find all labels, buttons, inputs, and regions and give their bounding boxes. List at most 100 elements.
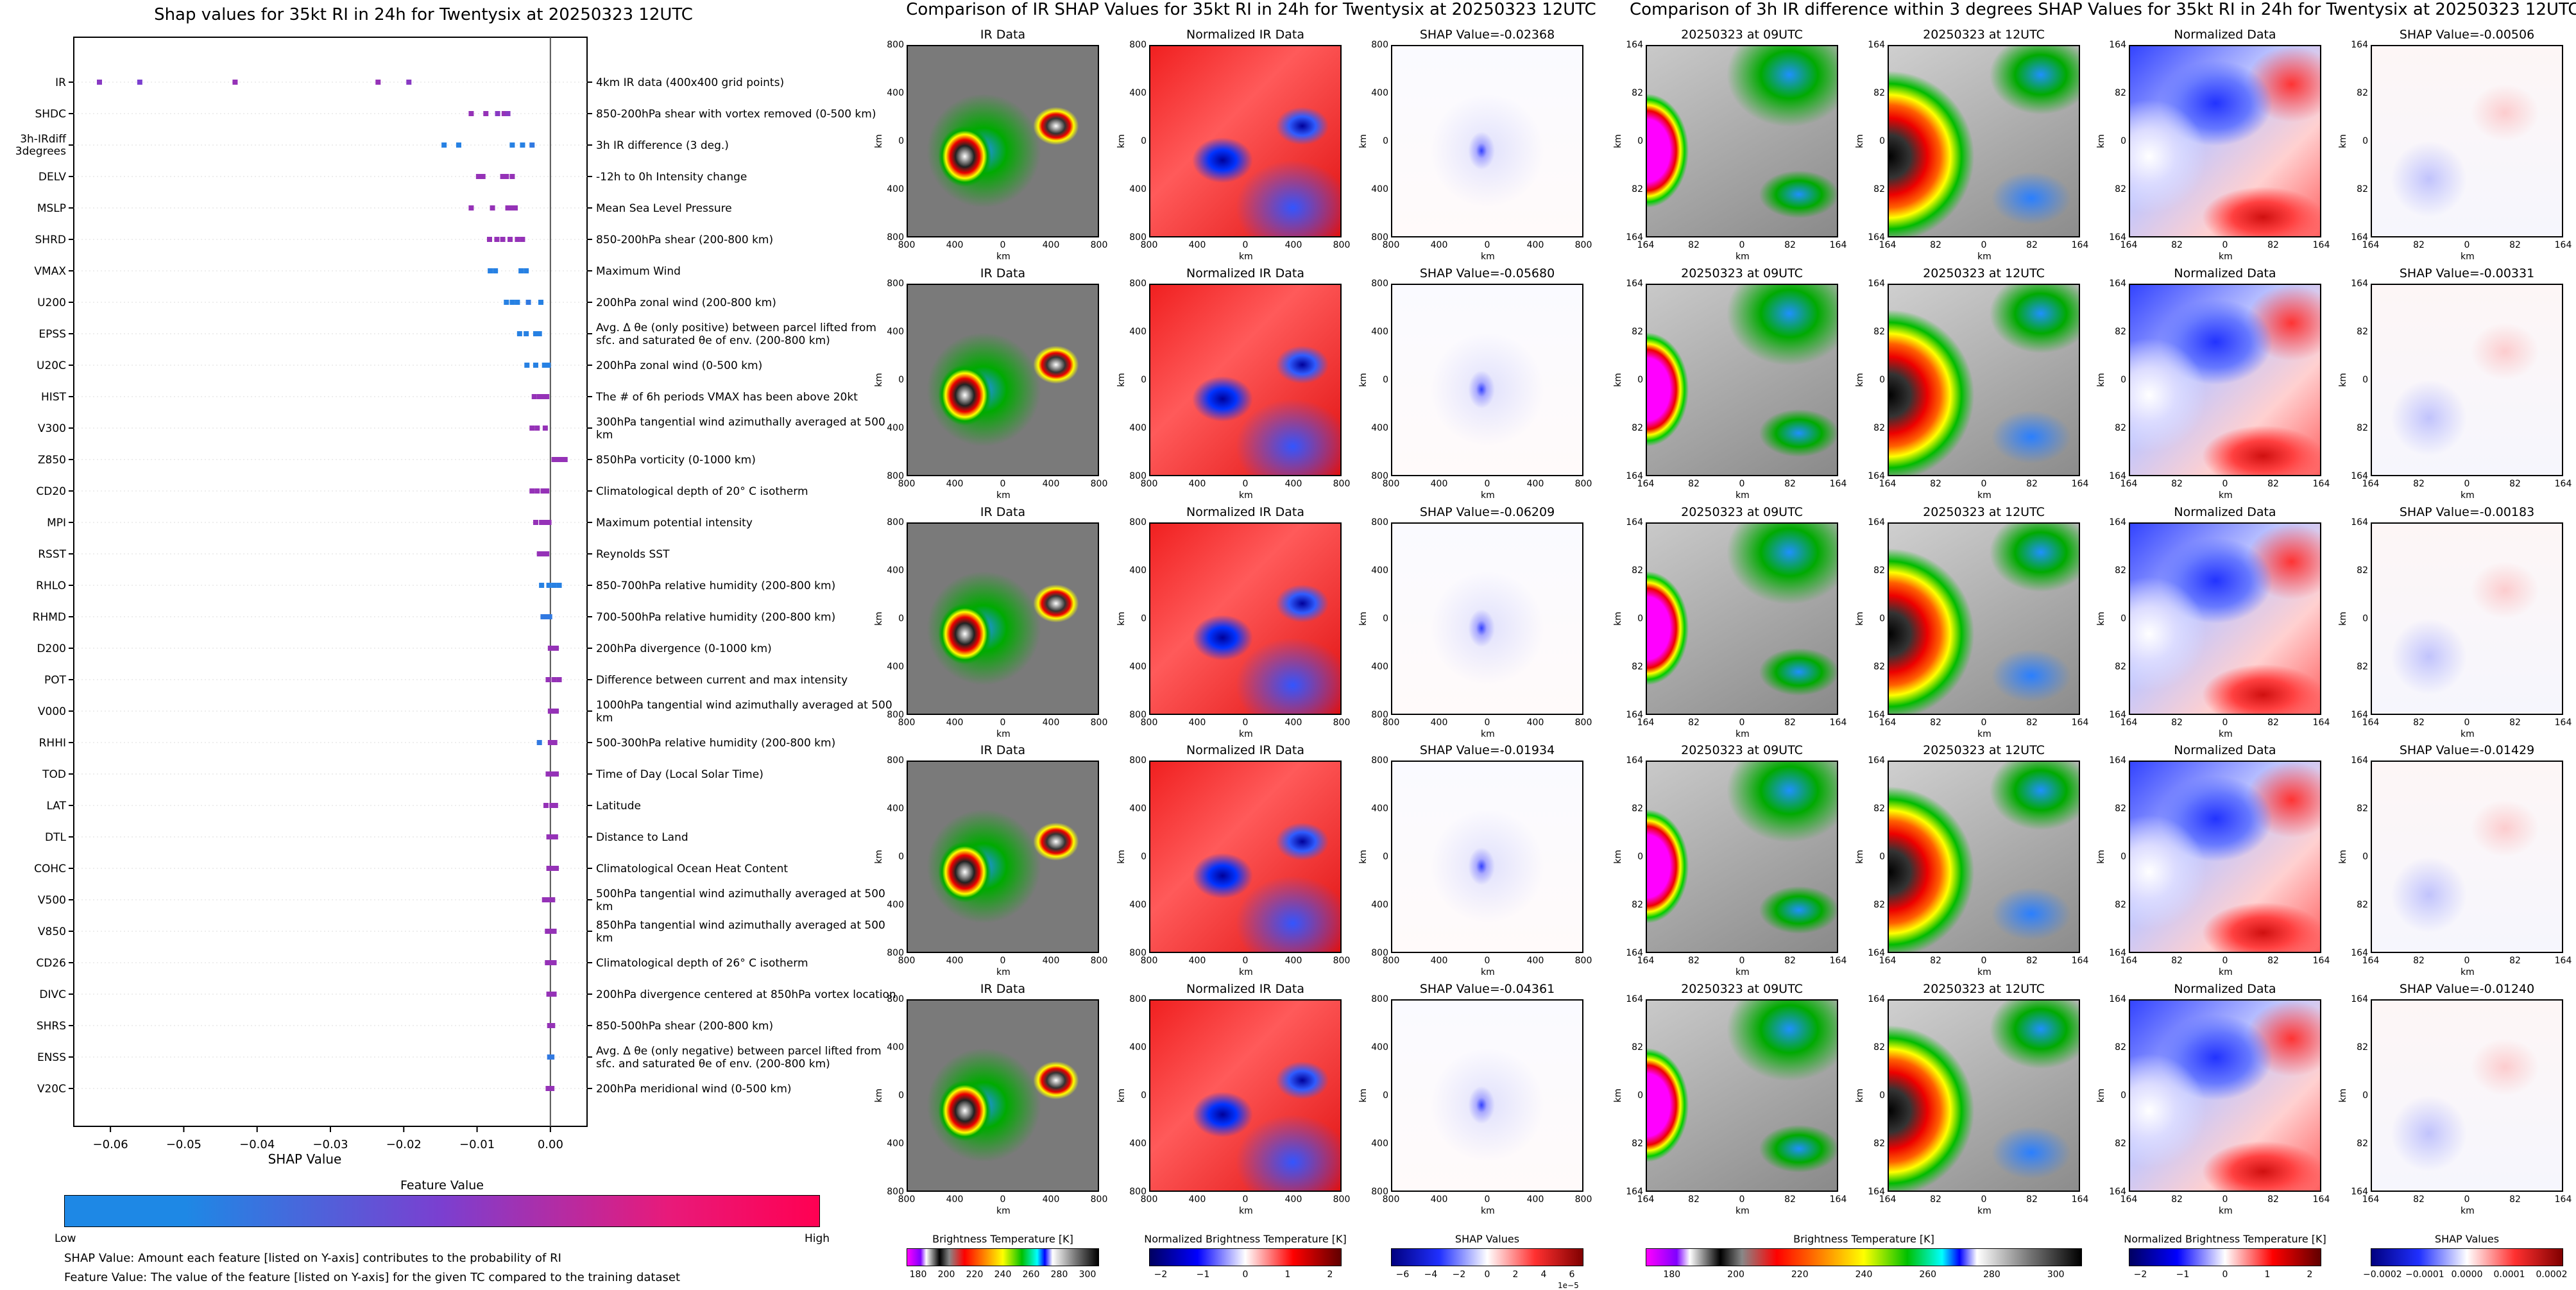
ir-shap-colorbar	[1391, 1248, 1583, 1266]
y-axis-label: km	[2337, 373, 2348, 387]
shap-point	[556, 677, 562, 682]
y-tick-label: 82	[1873, 88, 1885, 98]
x-tick-label: 0	[2464, 479, 2470, 489]
colorbar-tick-label: −2	[2133, 1269, 2147, 1280]
panel-title: 20250323 at 09UTC	[1681, 743, 1803, 757]
x-tick-label: 800	[898, 1194, 916, 1205]
shap-point	[550, 897, 556, 902]
feature-description-label: 850-200hPa shear with vortex removed (0-…	[596, 108, 876, 121]
x-tick-label: 0	[2464, 240, 2470, 250]
feature-code-label: RHLO	[36, 580, 66, 592]
x-tick-label: 164	[2312, 1194, 2330, 1205]
y-tick-label: 82	[2115, 804, 2126, 814]
x-tick-label: 400	[1042, 479, 1060, 489]
panel-image-dn	[2129, 761, 2321, 953]
y-tick-label: 164	[2351, 471, 2368, 481]
y-axis-label: km	[1116, 134, 1127, 148]
feature-description-label: 850hPa vorticity (0-1000 km)	[596, 454, 756, 467]
y-tick-label: 400	[887, 423, 904, 433]
ir-normalized-colorbar-label: Normalized Brightness Temperature [K]	[1144, 1233, 1347, 1245]
panel-title: SHAP Value=-0.00506	[2399, 28, 2535, 42]
panel-title: Normalized Data	[2174, 28, 2276, 42]
x-tick-label: 164	[1829, 718, 1847, 728]
shap-point	[520, 237, 525, 242]
x-axis-label: km	[996, 967, 1011, 977]
x-tick-label: 800	[1333, 479, 1351, 489]
shap-point	[533, 331, 538, 336]
y-tick-label: 400	[1371, 1042, 1388, 1053]
feature-description-label: 850-700hPa relative humidity (200-800 km…	[596, 580, 835, 592]
x-tick-label: 164	[2312, 479, 2330, 489]
x-tick-label: 82	[1930, 479, 1941, 489]
y-tick-label: 0	[898, 852, 904, 862]
x-tick-label: 400	[1430, 240, 1448, 250]
x-tick-label: 800	[1140, 718, 1158, 728]
x-axis-label: km	[1736, 967, 1750, 977]
y-tick-label: 400	[887, 662, 904, 672]
feature-description-label: 200hPa zonal wind (0-500 km)	[596, 359, 762, 372]
x-tick-label: 800	[1574, 956, 1592, 966]
colorbar-tick-label: 200	[1727, 1269, 1744, 1280]
x-axis-label: km	[1736, 729, 1750, 739]
shap-point	[549, 960, 554, 965]
feature-code-label: 3degrees	[15, 145, 66, 158]
x-tick-label: 164	[1637, 479, 1655, 489]
y-axis-label: km	[2337, 850, 2348, 864]
y-tick-label: 82	[2115, 900, 2126, 910]
shap-point	[555, 457, 561, 462]
x-tick-label: 400	[946, 1194, 964, 1205]
x-tick-label: 164	[2071, 1194, 2089, 1205]
panel-title: SHAP Value=-0.05680	[1419, 266, 1555, 280]
x-tick-label: 82	[2509, 956, 2521, 966]
shap-point	[562, 457, 568, 462]
feature-description-label: The # of 6h periods VMAX has been above …	[595, 391, 858, 404]
y-tick-label: 82	[1632, 1042, 1643, 1053]
colorbar-tick-label: 4	[1540, 1269, 1547, 1280]
x-tick-label: 164	[2120, 1194, 2138, 1205]
panel-image-nir	[1149, 284, 1342, 476]
x-tick-label: 0	[1000, 1194, 1006, 1205]
x-tick-label: 0	[2222, 240, 2228, 250]
x-tick-label: 164	[1829, 240, 1847, 250]
shap-point	[544, 551, 550, 556]
x-tick-label: 82	[1688, 718, 1700, 728]
feature-description-label: -12h to 0h Intensity change	[596, 171, 747, 184]
panel-image-shap2	[2371, 522, 2563, 715]
y-tick-label: 0	[1879, 375, 1885, 385]
y-axis-label: km	[1854, 612, 1865, 626]
colorbar-tick-label: 0	[1484, 1269, 1490, 1280]
colorbar-tick-label: 240	[1855, 1269, 1873, 1280]
x-tick-label: 400	[1188, 956, 1206, 966]
colorbar-tick-label: 0.0001	[2493, 1269, 2525, 1280]
y-tick-label: 82	[2357, 423, 2368, 433]
x-tick-label: 164	[2362, 1194, 2380, 1205]
feature-code-label: D200	[37, 642, 66, 655]
ir-normalized-colorbar	[1149, 1248, 1342, 1266]
y-axis-label: km	[1116, 850, 1127, 864]
shap-point	[441, 142, 447, 148]
colorbar-tick-label: 0	[2222, 1269, 2228, 1280]
y-axis-label: km	[873, 1088, 884, 1103]
shap-point	[232, 80, 238, 85]
x-tick-label: −0.06	[93, 1138, 128, 1151]
shap-point	[533, 520, 538, 525]
x-tick-label: −0.03	[312, 1138, 348, 1151]
y-tick-label: 0	[898, 1090, 904, 1101]
panel-title: 20250323 at 09UTC	[1681, 28, 1803, 42]
x-tick-label: 82	[2267, 718, 2279, 728]
x-tick-label: 164	[2071, 718, 2089, 728]
shap-point	[509, 300, 515, 305]
panel-image-dn	[2129, 284, 2321, 476]
panel-title: Normalized Data	[2174, 982, 2276, 996]
shap-point	[550, 771, 556, 777]
y-tick-label: 800	[1129, 994, 1147, 1004]
x-tick-label: 0	[1981, 956, 1987, 966]
x-tick-label: 400	[1526, 956, 1544, 966]
y-tick-label: 400	[1371, 184, 1388, 194]
panel-title: SHAP Value=-0.06209	[1419, 505, 1555, 519]
x-axis-label: km	[1481, 252, 1495, 262]
x-tick-label: 0	[1242, 1194, 1249, 1205]
panel-image-nir	[1149, 522, 1342, 715]
y-tick-label: 800	[1371, 994, 1388, 1004]
y-tick-label: 0	[2120, 136, 2126, 146]
